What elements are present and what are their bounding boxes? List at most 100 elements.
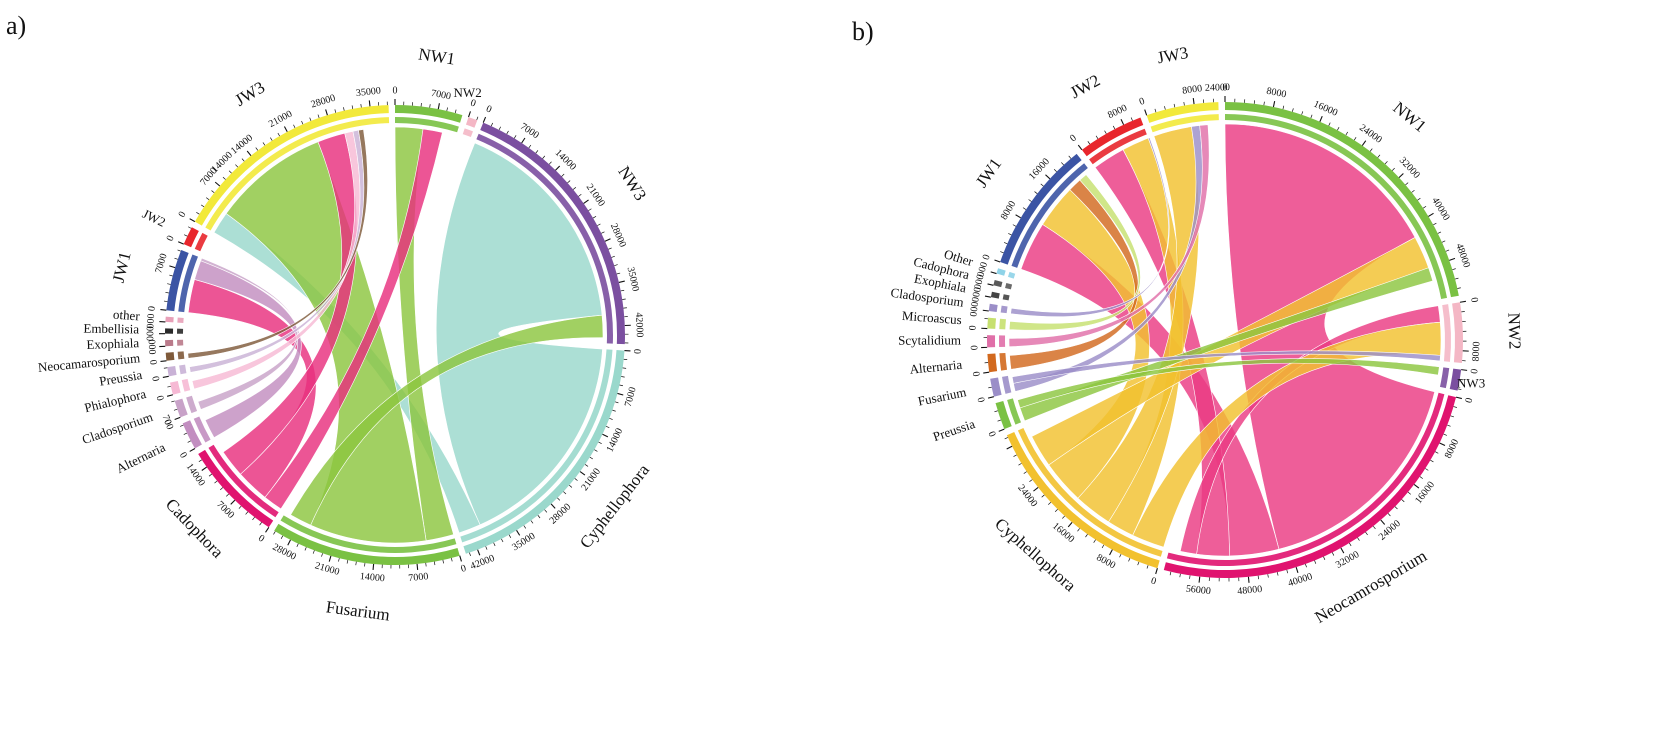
tick-label: 14000 [229,133,255,157]
tick-mark [1319,115,1323,122]
sector-inner-fusarium [1002,375,1012,394]
ticks-cladosporium: 000 [968,301,989,317]
tick-mark [523,525,527,529]
sector-label-fusarium: Fusarium [916,384,967,409]
tick-mark [1137,561,1140,566]
sector-inner-preussia [1007,398,1022,425]
tick-mark [200,204,205,208]
tick-mark [592,215,597,219]
sector-label-cyphellophora: Cyphellophora [991,514,1080,595]
tick-mark [476,116,479,121]
tick-mark [1247,576,1250,583]
tick-mark [1179,573,1181,578]
tick-label: 0 [256,533,266,545]
tick-label: 35000 [510,531,537,554]
tick-mark [160,360,167,362]
tick-label: 24000 [1205,82,1230,94]
tick-mark [1433,222,1437,226]
tick-mark [208,473,213,477]
sector-arc-microascus [987,317,997,329]
sector-arc-cyphellophora [463,350,625,554]
tick-mark [1411,189,1415,193]
tick-mark [1365,531,1368,536]
tick-mark [437,103,440,110]
tick-mark [493,542,496,547]
tick-mark [328,555,332,562]
sector-arc-cladosporium [988,303,998,312]
tick-mark [1008,233,1012,236]
tick-mark [1405,182,1409,186]
ticks-fusarium: 0 [975,386,994,404]
tick-mark [416,563,419,570]
tick-label: 700 [160,413,176,431]
tick-label: 48000 [1237,584,1263,597]
sector-arc-preussia [167,366,177,377]
tick-mark [162,375,169,378]
tick-mark [1006,445,1013,450]
tick-mark [241,158,245,162]
tick-mark [1340,547,1345,554]
tick-mark [1453,406,1457,408]
sector-arc-other [996,268,1006,276]
tick-label: 24000 [1377,518,1403,543]
tick-mark [1282,105,1285,110]
sector-inner-nw3 [476,133,613,344]
ticks-scytalidium: 0 [968,337,988,350]
tick-mark [238,505,242,509]
tick-label: 16000 [1027,156,1052,182]
tick-mark [1435,451,1439,454]
ticks-phialophora: 0 [154,385,174,402]
tick-mark [433,561,436,566]
tick-mark [506,130,509,135]
tick-mark [304,547,307,551]
tick-mark [1062,515,1065,519]
links [1008,123,1442,557]
tick-mark [1447,424,1451,427]
tick-mark [1022,207,1027,210]
sector-label-nw2: NW2 [454,85,482,100]
tick-mark [1095,135,1099,139]
tick-mark [160,309,167,311]
sector-inner-cladosporium [1000,305,1008,314]
sector-inner-jw2 [194,232,208,252]
tick-mark [360,103,362,108]
tick-mark [1104,130,1107,134]
tick-mark [1286,569,1289,574]
tick-mark [1345,131,1348,136]
tick-mark [618,280,625,283]
tick-label: 8000 [1182,83,1203,97]
tick-mark [1361,140,1367,146]
link-cladosporium-jw1 [197,257,299,410]
tick-mark [1461,369,1468,371]
sector-label-alternaria: Alternaria [909,357,963,377]
tick-mark [1164,106,1166,110]
tick-mark [1173,103,1176,108]
tick-label: 0 [1463,397,1475,404]
chord-diagram-a: 0 7000NW10NW20700014000210002800035000420… [37,44,653,624]
tick-mark [988,386,992,389]
tick-mark [255,147,259,151]
tick-mark [1387,513,1391,517]
tick-mark [537,515,541,519]
tick-label: 0 [1138,96,1146,108]
tick-label: 0 [165,234,177,243]
link-preussia-nw3 [1017,358,1440,409]
tick-label: 8000 [999,199,1019,222]
tick-label: 8000 [1443,438,1462,461]
tick-mark [994,410,998,413]
tick-mark [429,104,431,108]
tick-mark [334,109,337,113]
tick-mark [183,432,188,435]
tick-mark [620,289,625,292]
tick-label: 48000 [1453,242,1472,269]
tick-label: 0 [1223,82,1228,93]
tick-mark [1003,242,1008,245]
tick-mark [1012,224,1017,227]
tick-mark [1054,508,1058,512]
sector-arc-scytalidium [987,335,996,348]
tick-label: 0 [1468,297,1480,304]
tick-label: 0 [469,98,477,110]
tick-mark [1380,519,1386,525]
sector-inner-phialophora [181,378,191,392]
sector-inner-neocamarosporium [177,351,185,360]
